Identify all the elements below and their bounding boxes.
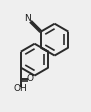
Text: OH: OH xyxy=(14,84,28,94)
Text: O: O xyxy=(27,74,34,83)
Text: N: N xyxy=(25,14,31,23)
